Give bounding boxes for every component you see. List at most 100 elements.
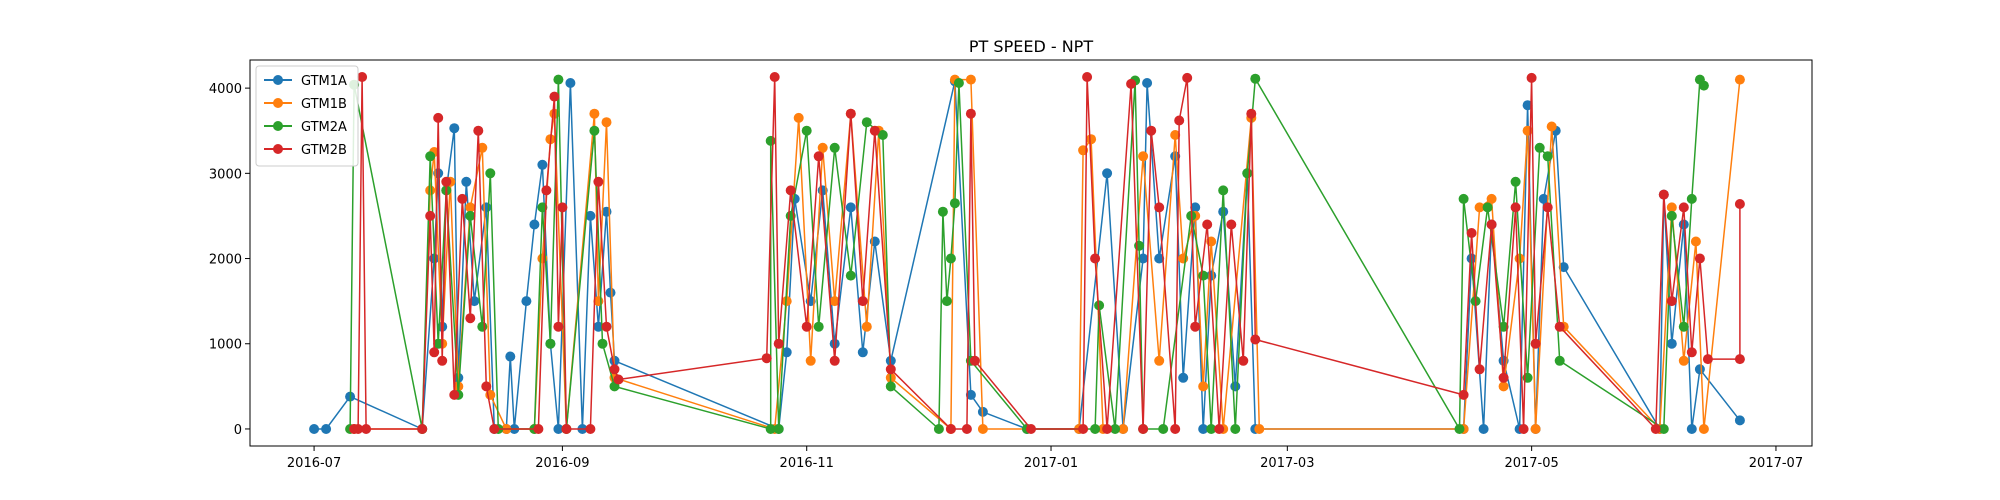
data-point bbox=[1170, 424, 1181, 434]
data-point bbox=[1170, 130, 1181, 140]
data-point bbox=[321, 424, 332, 434]
data-point bbox=[1198, 424, 1209, 434]
data-point bbox=[1146, 125, 1157, 136]
series-line bbox=[349, 77, 1705, 430]
data-point bbox=[1698, 424, 1709, 434]
data-point bbox=[1510, 202, 1521, 213]
data-point bbox=[465, 210, 476, 221]
data-point bbox=[1702, 354, 1713, 365]
data-point bbox=[829, 355, 840, 366]
data-point bbox=[537, 202, 548, 213]
x-tick-label: 2016-09 bbox=[535, 456, 589, 471]
series-line bbox=[314, 80, 1741, 430]
data-point bbox=[761, 353, 772, 364]
data-point bbox=[425, 210, 436, 221]
data-point bbox=[1190, 202, 1201, 213]
data-point bbox=[937, 206, 948, 217]
data-point bbox=[609, 364, 620, 375]
data-point bbox=[481, 202, 492, 213]
data-point bbox=[589, 125, 600, 136]
data-point bbox=[829, 142, 840, 153]
data-point bbox=[801, 321, 812, 332]
data-point bbox=[529, 219, 540, 230]
data-point bbox=[1154, 253, 1165, 264]
data-point bbox=[1082, 72, 1093, 82]
data-point bbox=[817, 142, 828, 153]
data-point bbox=[437, 355, 448, 366]
data-point bbox=[441, 176, 452, 187]
data-point bbox=[1474, 364, 1485, 375]
data-point bbox=[425, 185, 436, 196]
data-point bbox=[1190, 321, 1201, 332]
data-point bbox=[485, 168, 496, 179]
data-point bbox=[1486, 193, 1497, 204]
data-point bbox=[557, 202, 568, 213]
data-point bbox=[1522, 100, 1533, 111]
data-point bbox=[1154, 202, 1165, 213]
data-point bbox=[1182, 72, 1193, 83]
data-point bbox=[465, 202, 476, 213]
data-point bbox=[813, 321, 824, 332]
data-point bbox=[605, 287, 616, 298]
data-point bbox=[545, 338, 556, 349]
legend-item-gtm2a: GTM2A bbox=[264, 120, 347, 135]
data-point bbox=[1542, 202, 1553, 213]
data-point bbox=[465, 313, 476, 324]
legend-box bbox=[255, 65, 359, 167]
series-gtm2a bbox=[345, 73, 1709, 434]
data-point bbox=[549, 91, 560, 102]
data-point bbox=[1734, 199, 1745, 209]
data-point bbox=[1678, 321, 1689, 332]
data-point bbox=[1498, 381, 1509, 392]
data-point bbox=[553, 321, 564, 332]
legend-marker bbox=[273, 75, 283, 85]
data-point bbox=[1458, 389, 1469, 400]
data-point bbox=[613, 374, 624, 385]
data-point bbox=[1498, 372, 1509, 383]
legend-marker bbox=[273, 121, 283, 131]
data-point bbox=[1698, 80, 1709, 91]
data-point bbox=[477, 321, 488, 332]
data-point bbox=[1154, 355, 1165, 366]
data-point bbox=[1198, 381, 1209, 392]
data-point bbox=[1174, 115, 1185, 126]
data-point bbox=[433, 338, 444, 349]
data-point bbox=[1102, 168, 1113, 179]
data-point bbox=[1530, 338, 1541, 349]
data-point bbox=[861, 321, 872, 332]
data-point bbox=[429, 347, 440, 358]
data-point bbox=[1134, 240, 1145, 251]
data-point bbox=[869, 125, 880, 136]
data-point bbox=[781, 296, 792, 307]
data-point bbox=[829, 338, 840, 349]
data-point bbox=[765, 135, 776, 146]
data-point bbox=[457, 193, 468, 204]
data-point bbox=[449, 389, 460, 400]
data-point bbox=[1110, 424, 1121, 434]
data-point bbox=[1250, 73, 1261, 84]
data-point bbox=[1138, 151, 1149, 162]
legend-marker bbox=[273, 98, 283, 108]
data-point bbox=[1466, 253, 1477, 264]
data-point bbox=[1554, 355, 1565, 366]
data-point bbox=[1254, 424, 1265, 434]
data-point bbox=[565, 78, 576, 88]
x-tick-label: 2017-07 bbox=[1749, 456, 1803, 471]
data-point bbox=[1478, 424, 1489, 434]
data-point bbox=[1218, 206, 1229, 217]
data-point bbox=[1482, 202, 1493, 213]
legend-item-gtm1b: GTM1B bbox=[264, 97, 347, 112]
data-point bbox=[977, 424, 988, 434]
data-point bbox=[1694, 253, 1705, 264]
data-point bbox=[1498, 321, 1509, 332]
data-point bbox=[1686, 424, 1697, 434]
data-point bbox=[505, 351, 516, 362]
data-point bbox=[357, 72, 368, 82]
x-tick-label: 2016-07 bbox=[287, 456, 341, 471]
plot-frame bbox=[249, 59, 1813, 447]
data-point bbox=[945, 424, 956, 434]
data-point bbox=[1554, 321, 1565, 332]
x-tick-label: 2017-05 bbox=[1504, 456, 1558, 471]
data-point bbox=[861, 117, 872, 128]
data-point bbox=[1206, 424, 1217, 434]
